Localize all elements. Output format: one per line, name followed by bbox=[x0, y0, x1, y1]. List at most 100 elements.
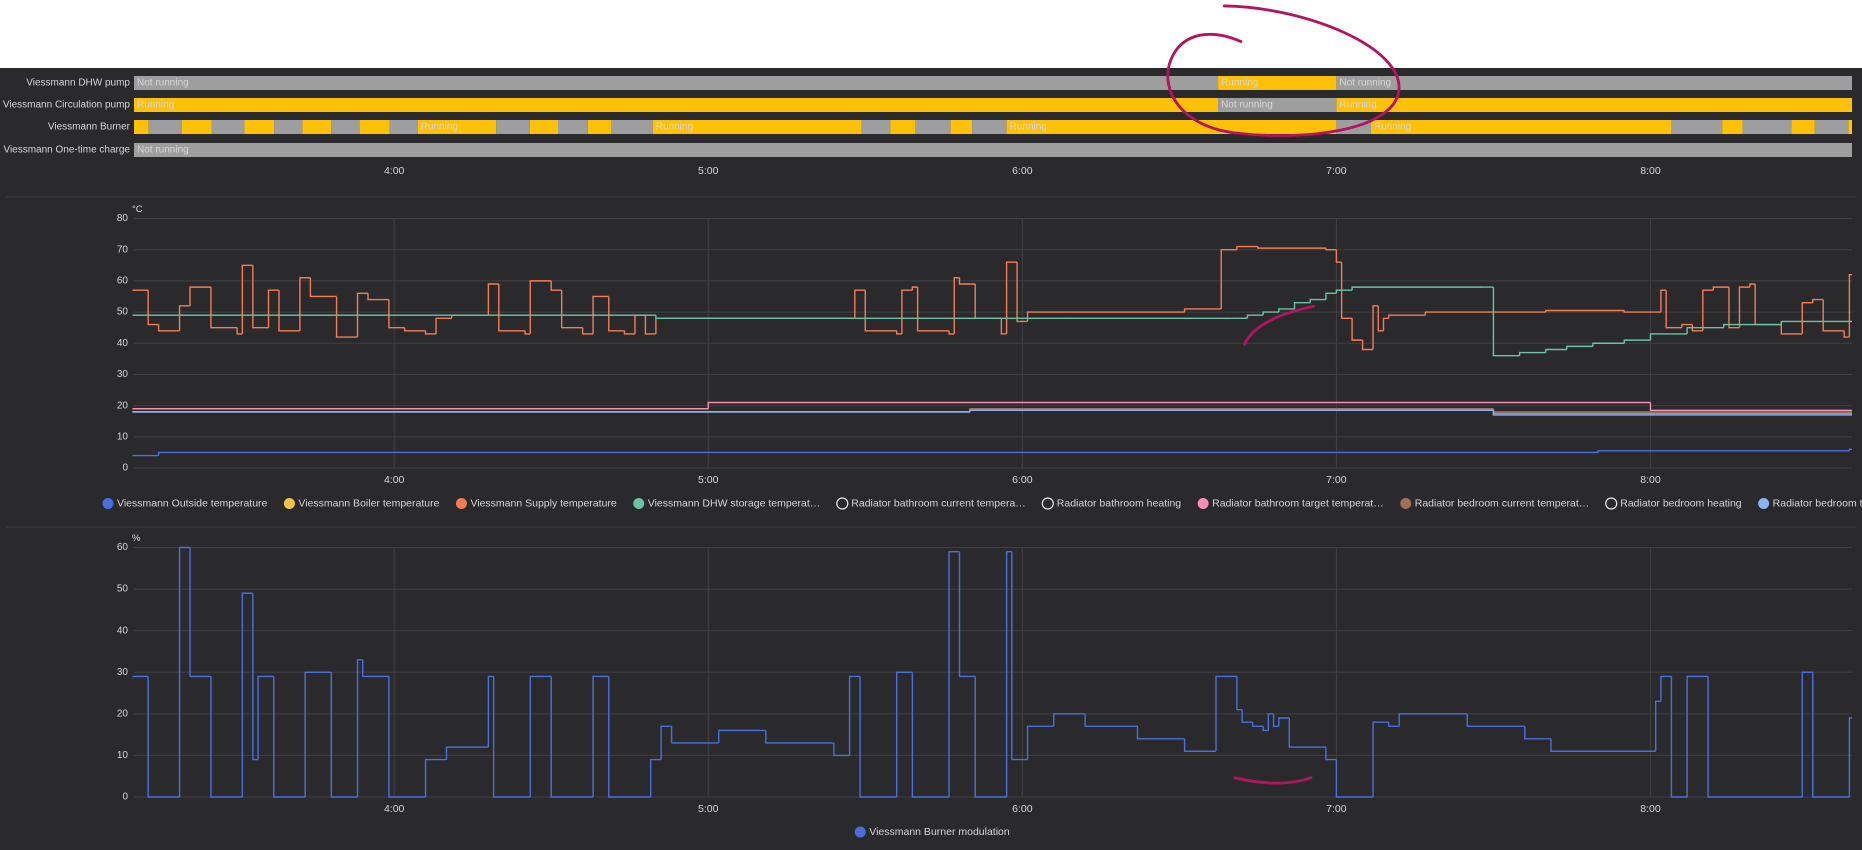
legend-label: Radiator bedroom heating bbox=[1620, 497, 1742, 509]
legend-swatch bbox=[633, 498, 645, 509]
unit-label: % bbox=[132, 533, 141, 544]
legend-label: Radiator bedroom current temperat… bbox=[1415, 497, 1590, 509]
timeline-segment bbox=[1336, 98, 1852, 112]
x-tick-label: 6:00 bbox=[1012, 803, 1033, 815]
line-step bbox=[1084, 713, 1138, 728]
line-step bbox=[1492, 410, 1852, 416]
line-step bbox=[974, 676, 1007, 798]
line-step bbox=[1183, 738, 1216, 752]
line-step bbox=[1518, 351, 1546, 356]
timeline-segment bbox=[134, 98, 1219, 112]
x-tick-label: 8:00 bbox=[1640, 474, 1661, 486]
annotation-stroke bbox=[1243, 304, 1315, 346]
line-step bbox=[1246, 314, 1264, 319]
legend-swatch bbox=[1197, 498, 1209, 509]
segment-label: Running bbox=[1010, 122, 1047, 133]
legend-label: Viessmann DHW storage temperat… bbox=[648, 497, 821, 509]
series-line bbox=[132, 286, 1852, 357]
series-line bbox=[132, 448, 1852, 457]
line-step bbox=[309, 277, 337, 298]
line-step bbox=[1000, 318, 1007, 335]
line-step bbox=[1026, 311, 1070, 322]
timeline-segment bbox=[1336, 76, 1852, 90]
line-step bbox=[1016, 262, 1028, 323]
line-step bbox=[581, 327, 594, 335]
line-step bbox=[1801, 302, 1813, 334]
line-step bbox=[1670, 676, 1688, 798]
line-step bbox=[848, 675, 861, 756]
line-step bbox=[1388, 722, 1400, 728]
timeline-segment bbox=[244, 120, 275, 134]
line-step bbox=[1351, 318, 1363, 341]
line-step bbox=[178, 305, 191, 331]
series-line bbox=[132, 401, 1852, 412]
x-tick-label: 5:00 bbox=[698, 803, 719, 815]
line-step bbox=[178, 546, 191, 797]
segment-label: Not running bbox=[1221, 100, 1273, 111]
line-step bbox=[1592, 342, 1625, 347]
timeline-segment bbox=[950, 120, 973, 134]
line-step bbox=[330, 672, 358, 798]
line-step bbox=[267, 289, 279, 328]
y-tick-label: 50 bbox=[117, 307, 129, 318]
timeline-segment bbox=[529, 120, 559, 134]
line-step bbox=[718, 729, 766, 743]
line-step bbox=[655, 317, 667, 334]
line-step bbox=[1566, 345, 1593, 350]
line-step bbox=[1550, 738, 1656, 752]
line-step bbox=[1136, 726, 1185, 740]
line-step bbox=[241, 592, 253, 797]
line-step bbox=[1812, 672, 1850, 798]
line-step bbox=[634, 314, 646, 334]
timeline-segment bbox=[496, 120, 530, 134]
line-step bbox=[1660, 675, 1672, 702]
line-step bbox=[1372, 305, 1379, 350]
line-step bbox=[1398, 713, 1468, 727]
line-step bbox=[1335, 289, 1353, 294]
line-step bbox=[210, 676, 243, 798]
row-label: Viessmann One-time charge bbox=[3, 145, 130, 156]
line-step bbox=[1702, 289, 1714, 331]
legend-swatch bbox=[455, 498, 467, 509]
line-step bbox=[252, 265, 269, 329]
legend-swatch bbox=[1758, 498, 1770, 509]
line-step bbox=[147, 290, 159, 326]
line-step bbox=[1293, 302, 1311, 309]
line-step bbox=[1262, 311, 1279, 316]
timeline-segment bbox=[1848, 120, 1852, 134]
line-step bbox=[1005, 550, 1012, 797]
line-step bbox=[1215, 675, 1237, 752]
segment-label: Running bbox=[1221, 78, 1258, 89]
legend-label: Radiator bedroom target temperatu… bbox=[1773, 497, 1862, 509]
line-step bbox=[1220, 248, 1237, 309]
y-tick-label: 30 bbox=[117, 667, 129, 678]
line-step bbox=[1545, 309, 1625, 313]
line-step bbox=[388, 676, 426, 798]
line-step bbox=[1251, 722, 1264, 728]
x-tick-label: 5:00 bbox=[698, 474, 719, 486]
line-step bbox=[1309, 298, 1326, 303]
y-tick-label: 60 bbox=[117, 276, 129, 287]
line-step bbox=[1005, 261, 1018, 334]
x-tick-label: 7:00 bbox=[1326, 803, 1347, 815]
line-step bbox=[953, 277, 960, 334]
line-step bbox=[487, 283, 499, 316]
line-step bbox=[304, 671, 332, 797]
line-step bbox=[1686, 326, 1724, 334]
line-step bbox=[492, 676, 531, 798]
line-step bbox=[1749, 283, 1756, 288]
line-step bbox=[1325, 747, 1337, 761]
legend-swatch bbox=[1605, 497, 1618, 510]
timeline-segment bbox=[181, 120, 212, 134]
line-step bbox=[895, 671, 913, 797]
line-step bbox=[1325, 248, 1337, 251]
timeline-segment bbox=[134, 143, 1852, 157]
line-step bbox=[1691, 324, 1703, 332]
x-tick-label: 6:00 bbox=[1012, 474, 1033, 486]
segment-label: Running bbox=[421, 122, 458, 133]
timeline-segment bbox=[1218, 98, 1337, 112]
timeline-segment bbox=[1742, 120, 1792, 134]
line-step bbox=[335, 296, 358, 338]
line-step bbox=[257, 675, 274, 760]
line-step bbox=[1597, 450, 1850, 453]
